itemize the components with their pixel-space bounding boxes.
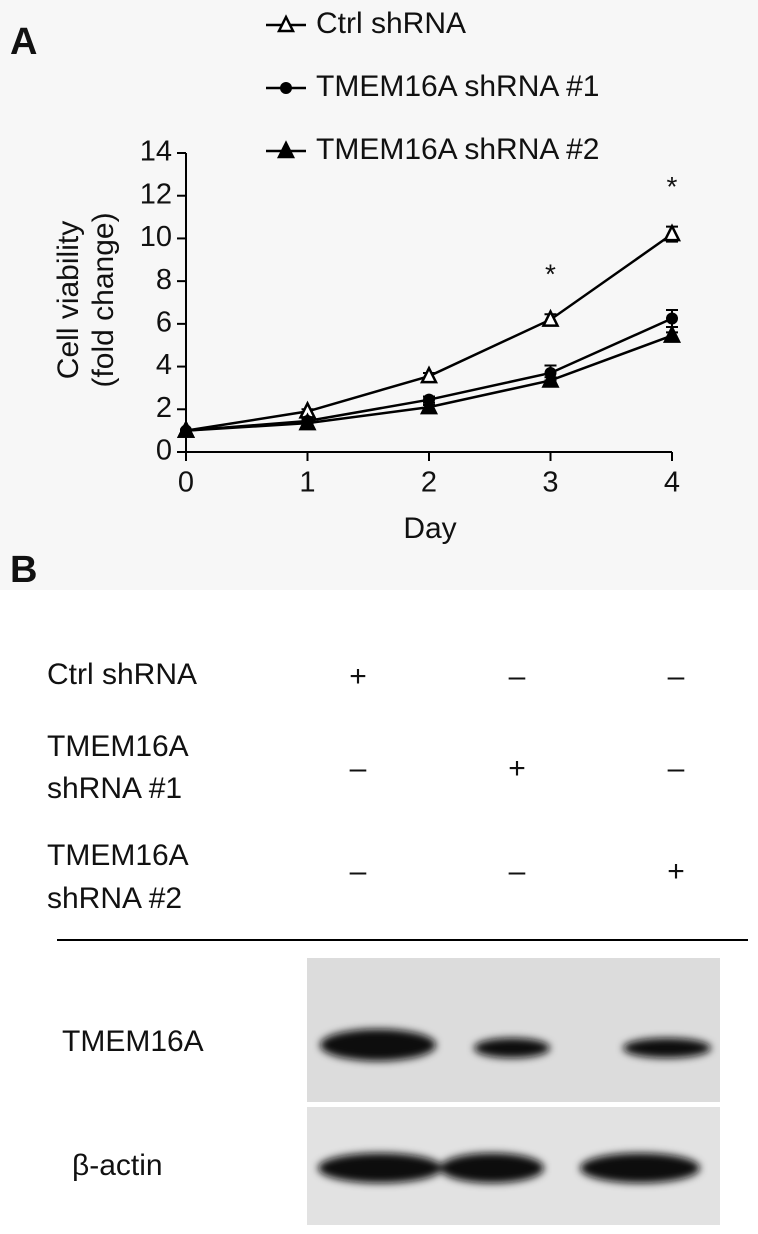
x-tick-label: 4 bbox=[664, 467, 680, 499]
marker bbox=[541, 369, 560, 388]
band bbox=[474, 1038, 550, 1058]
x-tick-label: 3 bbox=[542, 467, 558, 499]
condition-sign: – bbox=[350, 752, 367, 785]
condition-label: shRNA #2 bbox=[47, 882, 182, 915]
y-tick-label: 6 bbox=[156, 307, 172, 339]
x-tick-label: 0 bbox=[178, 467, 194, 499]
panel-label: A bbox=[10, 21, 37, 63]
y-tick-label: 0 bbox=[156, 435, 172, 467]
x-tick-label: 2 bbox=[421, 467, 437, 499]
condition-sign: + bbox=[349, 660, 367, 693]
y-axis-label-line: Cell viability bbox=[52, 221, 85, 379]
blot-label: β-actin bbox=[72, 1149, 163, 1182]
blot-bands bbox=[318, 1029, 711, 1183]
panel-label: B bbox=[10, 549, 37, 591]
band bbox=[580, 1153, 700, 1183]
x-tick-label: 1 bbox=[299, 467, 315, 499]
condition-sign: – bbox=[509, 660, 526, 693]
condition-label: TMEM16A bbox=[47, 839, 189, 872]
condition-sign: + bbox=[667, 855, 685, 888]
y-tick-label: 14 bbox=[140, 136, 172, 168]
condition-sign: + bbox=[508, 752, 526, 785]
condition-label: Ctrl shRNA bbox=[47, 658, 197, 691]
blot-label: TMEM16A bbox=[62, 1025, 204, 1058]
annotation: * bbox=[545, 259, 556, 290]
y-tick-label: 8 bbox=[156, 264, 172, 296]
marker bbox=[176, 419, 196, 438]
legend-label: Ctrl shRNA bbox=[316, 7, 466, 40]
marker bbox=[662, 324, 682, 343]
y-axis-label: Cell viability (fold change) bbox=[52, 212, 120, 387]
marker bbox=[662, 223, 682, 242]
panel-a-background bbox=[0, 0, 758, 590]
condition-sign: – bbox=[350, 855, 367, 888]
marker bbox=[298, 412, 317, 431]
condition-sign: – bbox=[668, 752, 685, 785]
legend-label: TMEM16A shRNA #1 bbox=[316, 70, 599, 103]
band bbox=[318, 1153, 442, 1183]
marker bbox=[419, 365, 439, 384]
band bbox=[440, 1153, 544, 1183]
condition-sign: – bbox=[509, 855, 526, 888]
marker bbox=[419, 396, 439, 415]
y-tick-label: 2 bbox=[156, 392, 172, 424]
condition-label: shRNA #1 bbox=[47, 772, 182, 805]
condition-label: TMEM16A bbox=[47, 730, 189, 763]
y-axis-label-line: (fold change) bbox=[87, 212, 120, 387]
x-axis-label: Day bbox=[403, 512, 456, 545]
y-tick-label: 10 bbox=[140, 221, 172, 253]
y-tick-label: 12 bbox=[140, 178, 172, 210]
band bbox=[623, 1038, 711, 1058]
marker bbox=[276, 140, 296, 159]
marker bbox=[666, 312, 678, 325]
legend-label: TMEM16A shRNA #2 bbox=[316, 133, 599, 166]
annotation: * bbox=[667, 171, 678, 202]
condition-sign: – bbox=[668, 660, 685, 693]
marker bbox=[541, 308, 560, 327]
marker bbox=[276, 14, 296, 33]
band bbox=[320, 1029, 436, 1061]
y-tick-label: 4 bbox=[156, 349, 172, 381]
marker bbox=[280, 82, 292, 94]
